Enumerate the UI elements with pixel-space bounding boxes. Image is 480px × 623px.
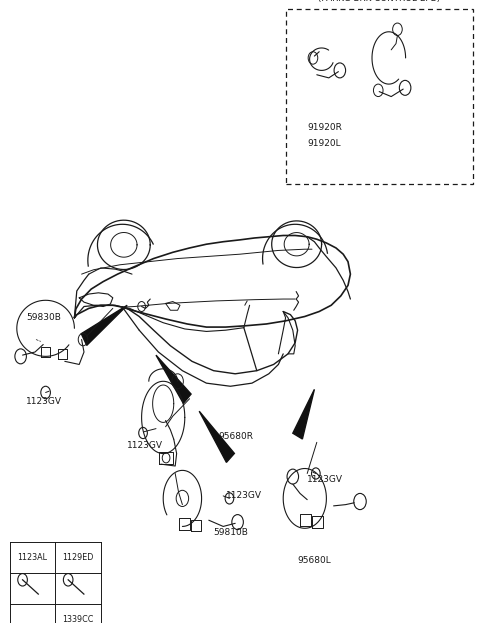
Text: 95680L: 95680L [298,556,331,565]
Text: 1123GV: 1123GV [127,441,163,450]
Text: 95680R: 95680R [218,432,253,440]
Polygon shape [156,355,191,403]
Polygon shape [293,389,314,439]
Text: 1339CC: 1339CC [62,616,94,623]
Polygon shape [199,411,234,462]
Text: 91920L: 91920L [307,139,341,148]
Text: 59830B: 59830B [26,313,61,322]
Text: (PARKG BRK CONTROL-EPB): (PARKG BRK CONTROL-EPB) [318,0,440,3]
Text: 1123GV: 1123GV [26,397,62,406]
Polygon shape [81,305,127,345]
Bar [286,9,473,184]
Text: 59810B: 59810B [214,528,249,537]
Text: 1123GV: 1123GV [226,491,262,500]
Text: 1129ED: 1129ED [62,553,94,562]
Text: 1123GV: 1123GV [307,475,343,484]
Text: 1123AL: 1123AL [17,553,48,562]
Text: 91920R: 91920R [307,123,342,132]
